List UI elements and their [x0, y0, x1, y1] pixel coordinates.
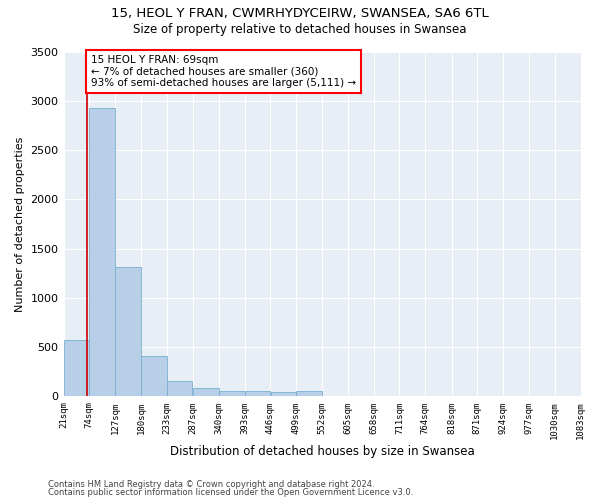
Y-axis label: Number of detached properties: Number of detached properties	[15, 136, 25, 312]
X-axis label: Distribution of detached houses by size in Swansea: Distribution of detached houses by size …	[170, 444, 475, 458]
Bar	[115, 268, 141, 396]
Bar	[89, 108, 115, 397]
Bar	[193, 388, 219, 396]
Text: Contains HM Land Registry data © Crown copyright and database right 2024.: Contains HM Land Registry data © Crown c…	[48, 480, 374, 489]
Bar	[219, 390, 245, 396]
Bar	[245, 391, 271, 396]
Bar	[64, 340, 89, 396]
Bar	[141, 356, 167, 397]
Text: 15 HEOL Y FRAN: 69sqm
← 7% of detached houses are smaller (360)
93% of semi-deta: 15 HEOL Y FRAN: 69sqm ← 7% of detached h…	[91, 55, 356, 88]
Text: 15, HEOL Y FRAN, CWMRHYDYCEIRW, SWANSEA, SA6 6TL: 15, HEOL Y FRAN, CWMRHYDYCEIRW, SWANSEA,…	[111, 8, 489, 20]
Text: Size of property relative to detached houses in Swansea: Size of property relative to detached ho…	[133, 22, 467, 36]
Text: Contains public sector information licensed under the Open Government Licence v3: Contains public sector information licen…	[48, 488, 413, 497]
Bar	[296, 391, 322, 396]
Bar	[271, 392, 296, 396]
Bar	[167, 381, 193, 396]
